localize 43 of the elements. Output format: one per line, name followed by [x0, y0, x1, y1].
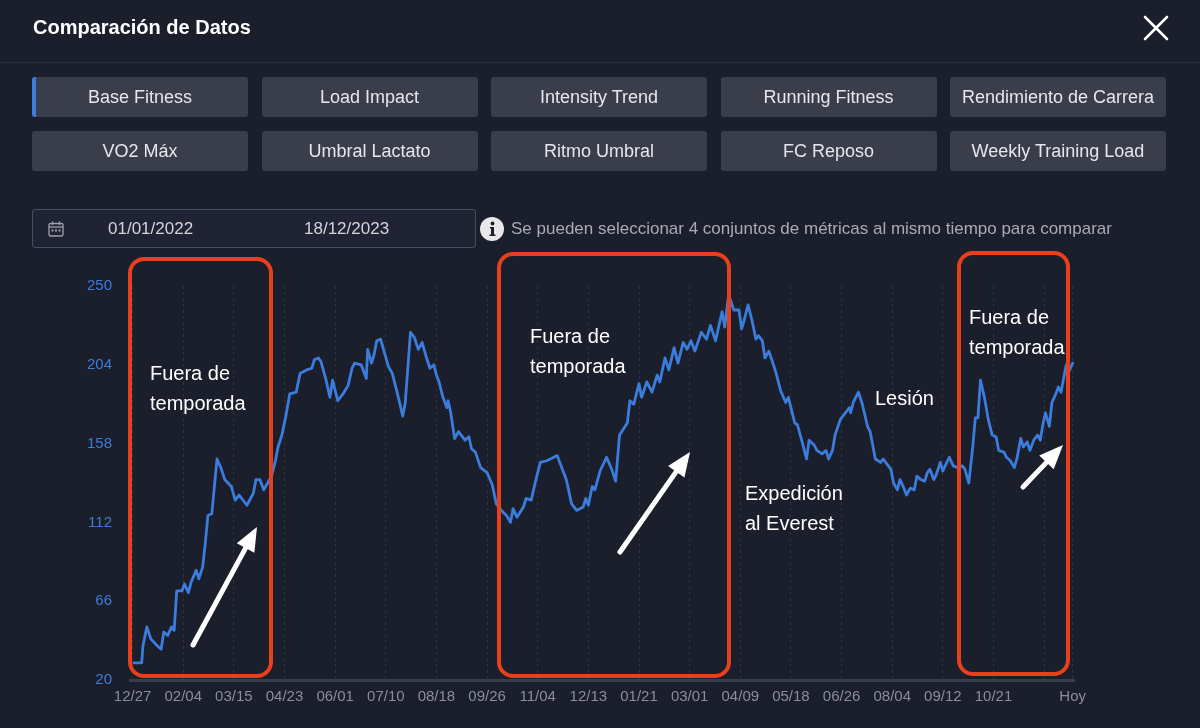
y-tick-label: 250 — [86, 276, 112, 294]
metric-button: FC Reposo — [720, 131, 937, 171]
x-tick-label: 04/23 — [265, 687, 304, 705]
metric-button: Weekly Training Load — [950, 131, 1166, 171]
x-tick-label: 06/26 — [822, 687, 861, 705]
metric-button: VO2 Máx — [32, 131, 248, 171]
x-tick-label: 03/15 — [215, 687, 253, 705]
metric-button: Umbral Lactato — [261, 131, 478, 171]
x-tick-label: Hoy — [1059, 687, 1087, 705]
y-tick-label: 112 — [88, 512, 112, 530]
x-tick-label: 10/21 — [974, 687, 1013, 705]
y-tick-label: 20 — [95, 670, 112, 688]
metric-button: Intensity Trend — [491, 77, 707, 117]
annotation: Lesión — [875, 386, 934, 409]
annotation: Expedición al Everest — [745, 481, 843, 534]
date-range-field: 01/01/2022 18/12/2023 — [32, 209, 476, 248]
x-tick-label: 05/18 — [772, 687, 810, 705]
x-tick-label: 08/18 — [417, 687, 456, 705]
x-tick-label: 04/09 — [721, 687, 760, 705]
x-tick-label: 08/04 — [873, 687, 911, 705]
y-tick-label: 158 — [86, 433, 112, 451]
chart-title: Comparación de Datos — [33, 16, 251, 39]
x-tick-label: 09/26 — [468, 687, 506, 705]
metric-button: Rendimiento de Carrera — [950, 77, 1166, 117]
x-tick-label: 07/10 — [367, 687, 405, 705]
annotation: Fuera de temporada — [530, 324, 627, 377]
y-tick-label: 204 — [86, 354, 112, 372]
x-tick-label: 09/12 — [924, 687, 962, 705]
metric-button: Load Impact — [261, 77, 478, 117]
annotation: Fuera de temporada — [969, 305, 1066, 358]
metric-button: Ritmo Umbral — [491, 131, 707, 171]
x-tick-label: 01/21 — [620, 687, 658, 705]
x-tick-label: 02/04 — [164, 687, 203, 705]
x-tick-label: 03/01 — [670, 687, 709, 705]
text: Base Fitness — [87, 86, 193, 108]
x-tick-label: 12/27 — [113, 687, 152, 705]
x-tick-label: 11/04 — [519, 687, 556, 705]
x-tick-label: 06/01 — [316, 687, 354, 705]
metric-button: Running Fitness — [720, 77, 937, 117]
y-tick-label: 66 — [95, 591, 112, 609]
chart-subtitle: Se pueden seleccionar 4 conjuntos de métricas al mismo tiempo para comparar — [511, 219, 1112, 239]
x-tick-label: 12/13 — [569, 687, 608, 705]
annotation: Fuera de temporada — [150, 361, 247, 414]
